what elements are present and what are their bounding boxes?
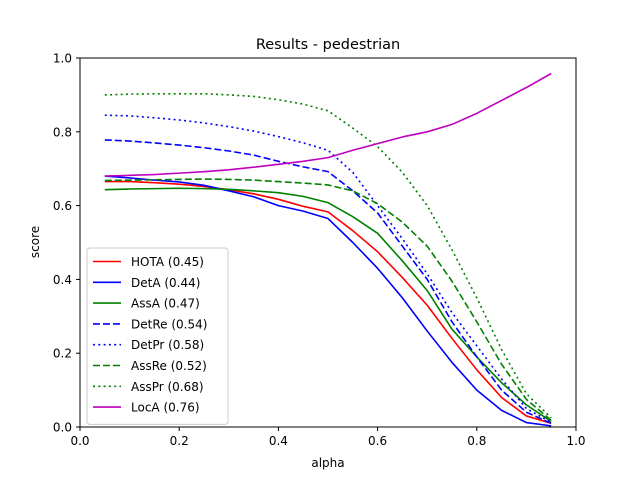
series-line-0 — [104, 180, 552, 425]
legend-label: HOTA (0.45) — [131, 255, 204, 269]
legend-label: AssA (0.47) — [131, 297, 200, 311]
legend-label: LocA (0.76) — [131, 401, 200, 415]
x-tick-label: 0.2 — [170, 434, 189, 448]
y-tick-label: 0.6 — [53, 199, 72, 213]
legend-label: DetA (0.44) — [131, 276, 200, 290]
axes-frame — [79, 57, 577, 428]
series-line-4 — [104, 114, 552, 424]
x-tick-label: 0.8 — [467, 434, 486, 448]
y-tick-label: 1.0 — [53, 52, 72, 66]
x-axis-title: alpha — [311, 456, 344, 470]
x-tick-label: 1.0 — [566, 434, 585, 448]
legend: HOTA (0.45) DetA (0.44) AssA (0.47) DetRe (… — [86, 247, 229, 425]
x-tick-label: 0.4 — [269, 434, 288, 448]
chart-title: Results - pedestrian — [256, 37, 400, 53]
y-tick-label: 0.4 — [53, 273, 72, 287]
legend-label: DetPr (0.58) — [131, 338, 204, 352]
series-line-3 — [104, 139, 552, 425]
legend-label: AssPr (0.68) — [131, 380, 204, 394]
y-tick-label: 0.8 — [53, 125, 72, 139]
series-line-6 — [104, 92, 552, 419]
series-line-7 — [104, 72, 552, 177]
legend-box — [86, 247, 229, 425]
y-axis-title: score — [28, 226, 42, 258]
y-tick-label: 0.0 — [53, 421, 72, 435]
x-tick-label: 0.0 — [70, 434, 89, 448]
series-line-5 — [104, 178, 552, 421]
plot-area — [104, 72, 552, 427]
y-tick-label: 0.2 — [53, 347, 72, 361]
legend-label: DetRe (0.54) — [131, 317, 207, 331]
axes: 0.0 0.2 0.4 0.6 0.8 1.0 0.0 0.2 0.4 0.6 0.8 1.0 — [53, 52, 586, 449]
x-tick-label: 0.6 — [368, 434, 387, 448]
legend-label: AssRe (0.52) — [131, 359, 207, 373]
series-line-1 — [104, 175, 552, 427]
